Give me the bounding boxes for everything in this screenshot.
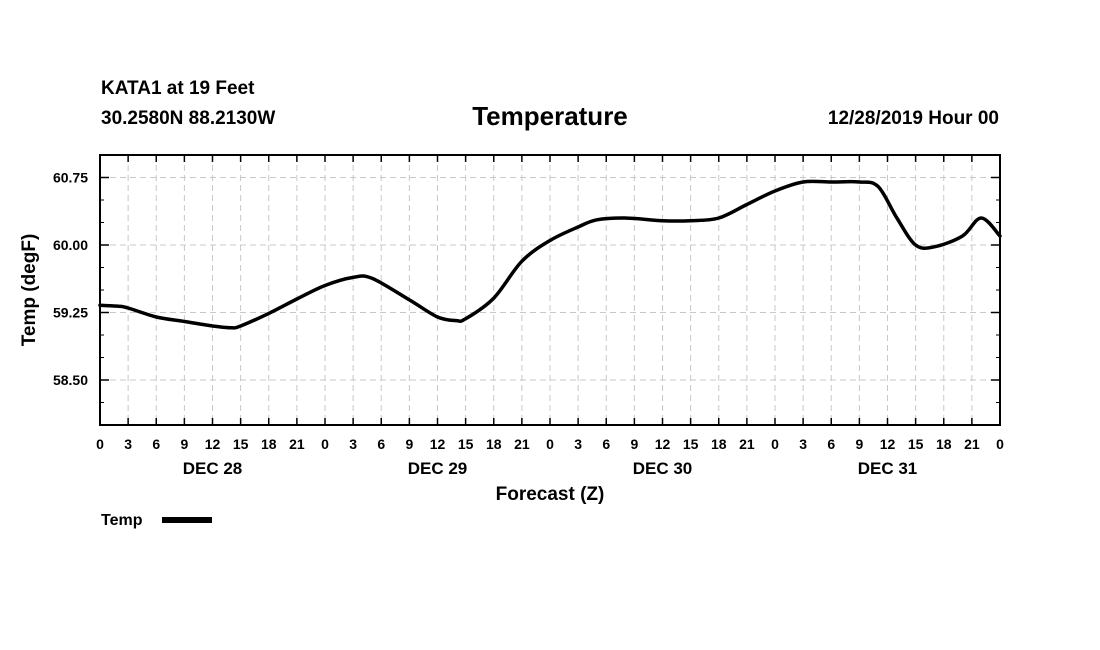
y-tick-labels: 58.50 59.25 60.00 60.75 [53,170,88,389]
plot-frame [99,154,1001,426]
x-tick-label: 18 [936,436,952,452]
x-tick-label: 15 [458,436,474,452]
series-line-temp [98,179,1002,330]
chart-title: Temperature [472,101,628,131]
y-axis-label: Temp (degF) [19,234,40,347]
x-tick-label: 15 [683,436,699,452]
x-tick-label: 12 [205,436,221,452]
x-tick-label: 12 [655,436,671,452]
day-label: DEC 30 [633,459,693,478]
x-tick-label: 6 [377,436,385,452]
x-tick-label: 6 [827,436,835,452]
x-tick-label: 6 [152,436,160,452]
x-tick-label: 9 [630,436,638,452]
legend-label: Temp [101,512,143,529]
day-label: DEC 29 [408,459,468,478]
x-tick-label: 6 [602,436,610,452]
x-tick-label: 3 [349,436,357,452]
y-tick-label: 58.50 [53,372,88,388]
x-tick-label: 0 [321,436,329,452]
x-tick-label: 0 [771,436,779,452]
x-tick-label: 21 [964,436,980,452]
x-tick-label: 9 [180,436,188,452]
x-tick-label: 0 [546,436,554,452]
x-tick-label: 3 [124,436,132,452]
x-tick-labels: 0 3 6 9 12 15 18 21 0 3 6 9 12 15 18 21 0 3 6 9 12 15 18 21 0 3 6 9… [96,436,1004,452]
x-tick-label: 3 [799,436,807,452]
day-label: DEC 31 [858,459,918,478]
station-label: KATA1 at 19 Feet [101,78,255,99]
grid-lines [100,155,1000,425]
x-axis-label: Forecast (Z) [496,484,605,505]
x-tick-label: 21 [514,436,530,452]
x-tick-label: 0 [996,436,1004,452]
x-tick-label: 15 [233,436,249,452]
x-tick-label: 3 [574,436,582,452]
x-tick-label: 9 [405,436,413,452]
y-tick-label: 59.25 [53,305,88,321]
issued-time: 12/28/2019 Hour 00 [828,108,999,129]
x-tick-label: 9 [855,436,863,452]
station-coords: 30.2580N 88.2130W [101,108,275,129]
x-tick-label: 21 [739,436,755,452]
day-label: DEC 28 [183,459,243,478]
x-tick-label: 18 [711,436,727,452]
x-tick-label: 12 [430,436,446,452]
x-tick-label: 0 [96,436,104,452]
x-tick-label: 18 [261,436,277,452]
y-tick-label: 60.00 [53,237,88,253]
x-tick-label: 15 [908,436,924,452]
y-tick-label: 60.75 [53,170,88,186]
day-labels: DEC 28 DEC 29 DEC 30 DEC 31 [183,459,918,478]
x-tick-label: 21 [289,436,305,452]
series-layer [98,179,1002,330]
x-tick-label: 18 [486,436,502,452]
x-tick-label: 12 [880,436,896,452]
legend: Temp [101,512,212,529]
